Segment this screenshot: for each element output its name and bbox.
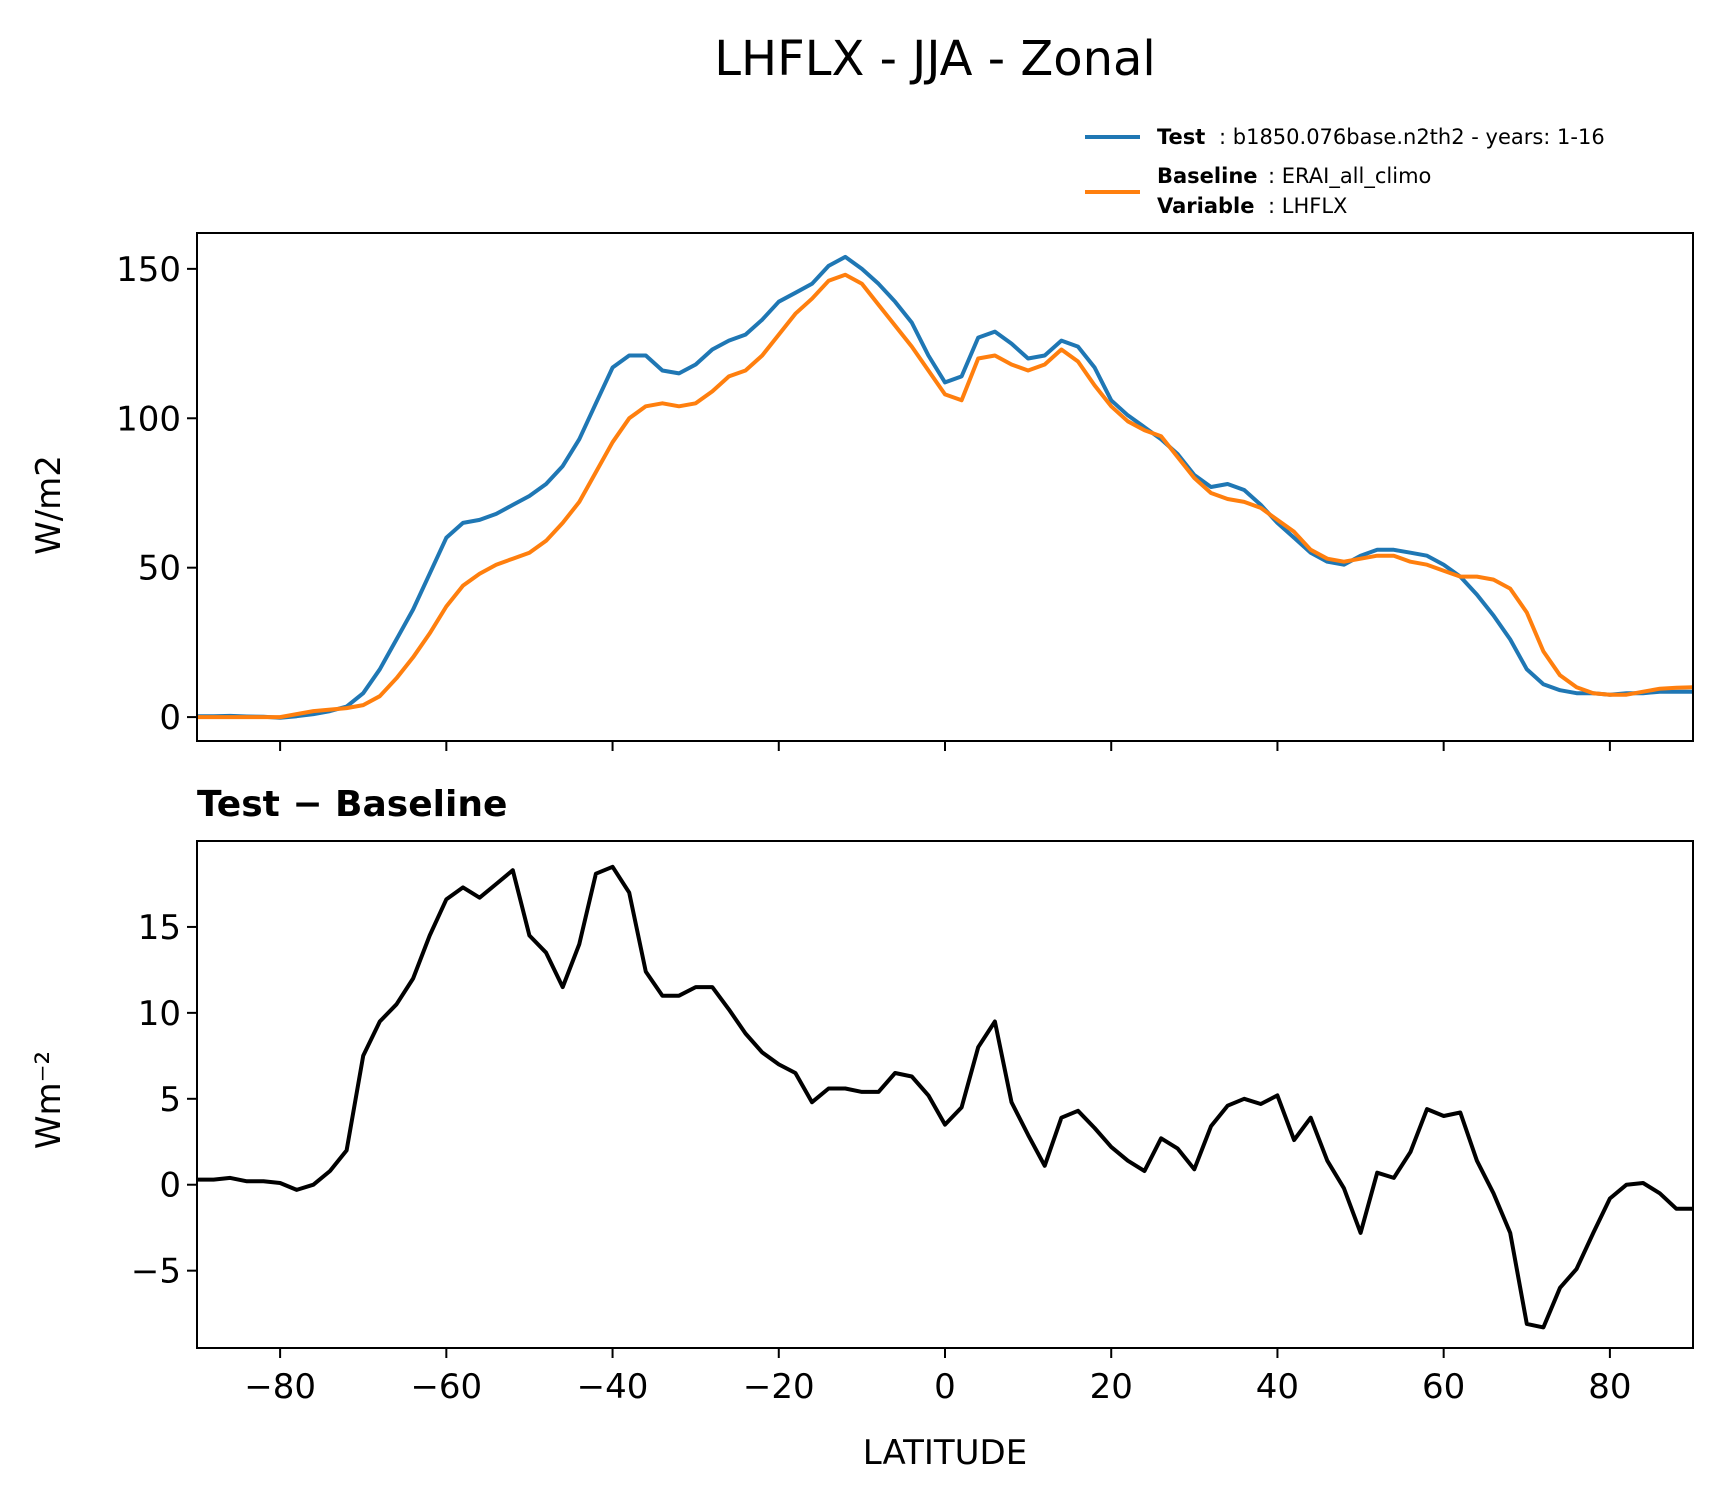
bottom-xtick-label: 60: [1422, 1367, 1465, 1407]
top-panel-ticks: 0 50 100 150: [116, 250, 1611, 751]
bottom-xtick-label: −20: [743, 1367, 815, 1407]
bottom-panel-ylabel: Wm⁻²: [29, 1051, 69, 1149]
bottom-panel-ticks: −5 0 5 10 15 −80 −60 −40 −20 0 20 40 60 80: [131, 908, 1632, 1407]
top-panel-series: [197, 254, 1694, 720]
bottom-xtick-label: −60: [410, 1367, 482, 1407]
legend-label-baseline-bold: Baseline: [1157, 164, 1258, 188]
legend-label-variable-text: : LHFLX: [1268, 194, 1347, 218]
bottom-panel-title: Test − Baseline: [197, 784, 507, 825]
top-series-line-baseline: [197, 272, 1694, 720]
bottom-panel-series: [197, 864, 1693, 1330]
top-panel-ylabel: W/m2: [29, 455, 69, 555]
bottom-series-line-test-baseline: [197, 864, 1693, 1330]
bottom-ytick-label: 5: [159, 1080, 181, 1120]
legend-label-baseline-text: : ERAI_all_climo: [1268, 164, 1431, 189]
bottom-xtick-label: 0: [934, 1367, 956, 1407]
bottom-xtick-label: −80: [244, 1367, 316, 1407]
bottom-panel: Test − Baseline Wm⁻² LATITUDE −5 0 5 10 15 −8…: [29, 784, 1694, 1473]
bottom-xtick-label: 80: [1588, 1367, 1631, 1407]
top-ytick-label: 0: [159, 698, 181, 738]
legend-label-test-text: : b1850.076base.n2th2 - years: 1-16: [1219, 125, 1605, 149]
bottom-panel-frame: [196, 840, 1694, 1349]
top-ytick-label: 100: [116, 399, 181, 439]
top-ytick-label: 150: [116, 250, 181, 290]
bottom-xtick-label: 20: [1090, 1367, 1133, 1407]
legend: Test : b1850.076base.n2th2 - years: 1-16…: [1085, 125, 1605, 218]
top-series-line-test: [197, 254, 1693, 720]
bottom-xtick-label: −40: [577, 1367, 649, 1407]
legend-label-variable-bold: Variable: [1157, 194, 1254, 218]
bottom-ytick-label: −5: [131, 1252, 181, 1292]
top-panel: W/m2 0 50 100 150: [29, 232, 1694, 751]
bottom-xtick-label: 40: [1256, 1367, 1299, 1407]
bottom-ytick-label: 15: [138, 908, 181, 948]
bottom-ytick-label: 10: [138, 994, 181, 1034]
legend-label-test-bold: Test: [1157, 125, 1205, 149]
top-panel-frame: [196, 232, 1694, 742]
bottom-panel-xlabel: LATITUDE: [863, 1433, 1027, 1473]
top-ytick-label: 50: [138, 549, 181, 589]
bottom-ytick-label: 0: [159, 1166, 181, 1206]
figure-title: LHFLX - JJA - Zonal: [714, 31, 1155, 87]
